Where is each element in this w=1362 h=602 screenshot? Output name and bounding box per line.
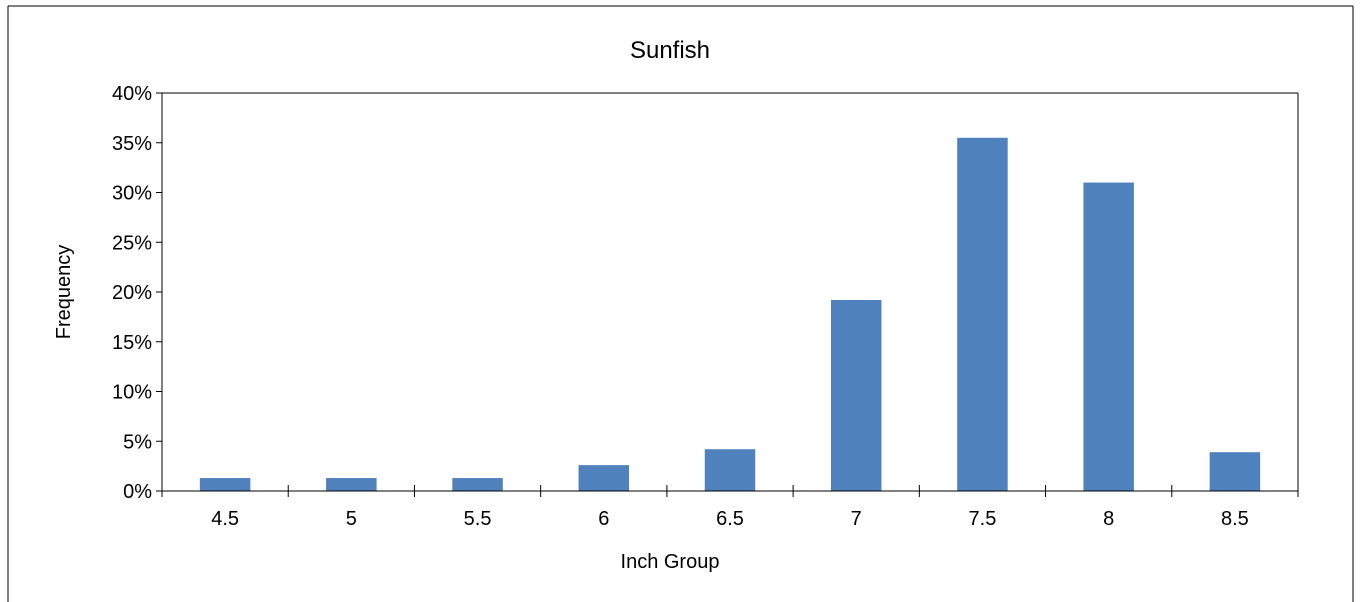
x-axis-label: Inch Group — [621, 551, 720, 573]
x-tick-label: 5.5 — [464, 508, 492, 530]
y-tick-label: 20% — [112, 282, 152, 304]
bar-7 — [830, 299, 882, 491]
x-tick-label: 5 — [346, 508, 357, 530]
bar-7.5 — [957, 137, 1008, 491]
chart-title: Sunfish — [630, 37, 710, 64]
y-tick-label: 15% — [112, 332, 152, 354]
bar-5 — [326, 478, 377, 491]
bar-6 — [578, 465, 630, 491]
y-axis-label: Frequency — [53, 245, 75, 340]
bar-8 — [1083, 182, 1134, 492]
x-tick-label: 4.5 — [211, 508, 239, 530]
bar-4.5 — [199, 478, 251, 491]
y-tick-label: 35% — [112, 133, 152, 155]
y-tick-label: 0% — [123, 481, 152, 503]
x-axis: 4.5 5 5.5 6 6.5 7 7.5 8 8.5 — [161, 485, 1299, 530]
y-tick-label: 25% — [112, 232, 152, 254]
x-tick-label: 6.5 — [716, 508, 744, 530]
y-tick-label: 30% — [112, 183, 152, 205]
x-tick-label: 6 — [598, 508, 609, 530]
y-tick-label: 10% — [112, 382, 152, 404]
x-tick-label: 7.5 — [969, 508, 997, 530]
x-tick-label: 8 — [1103, 508, 1114, 530]
y-tick-label: 40% — [112, 83, 152, 105]
x-tick-label: 8.5 — [1221, 508, 1249, 530]
bars — [199, 137, 1261, 492]
bar-8.5 — [1209, 452, 1261, 491]
bar-6.5 — [704, 449, 756, 491]
bar-5.5 — [452, 478, 503, 491]
y-axis: 0% 5% 10% 15% 20% 25% 30% 35% 40% — [112, 83, 163, 503]
y-tick-label: 5% — [123, 431, 152, 453]
x-tick-label: 7 — [851, 508, 862, 530]
plot-area — [162, 92, 1299, 491]
